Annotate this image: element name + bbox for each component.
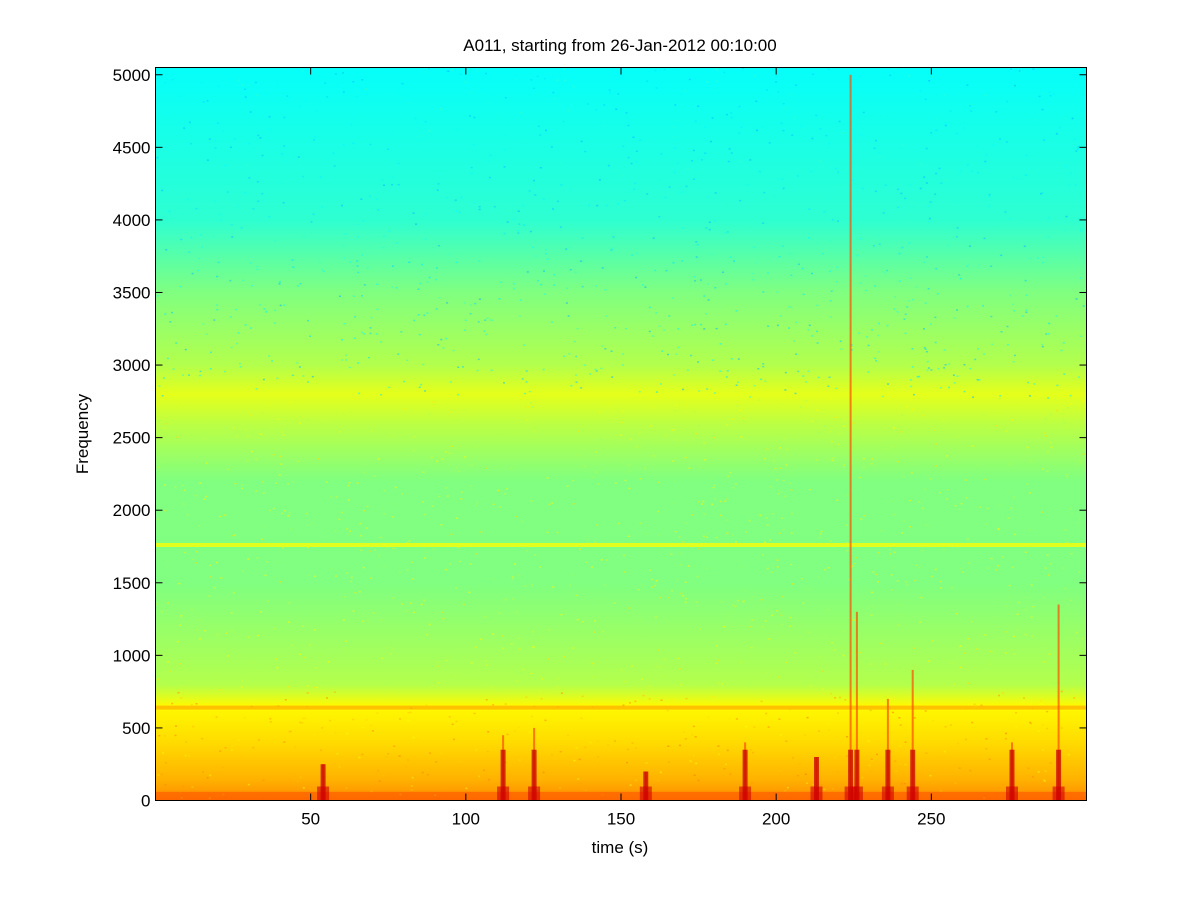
vertical-event-4 (739, 742, 752, 801)
x-tick-label: 150 (607, 810, 635, 829)
vertical-event-8 (881, 698, 894, 801)
vertical-event-7 (850, 611, 863, 801)
y-tick-label: 3000 (113, 356, 151, 375)
vertical-event-1 (497, 735, 510, 801)
vertical-event-11 (1052, 604, 1065, 801)
vertical-event-2 (528, 727, 541, 801)
y-tick-label: 5000 (113, 66, 151, 85)
x-tick-label: 50 (301, 810, 320, 829)
x-tick-label: 100 (452, 810, 480, 829)
chart-title: A011, starting from 26-Jan-2012 00:10:00 (463, 36, 776, 55)
frequency-band-0 (155, 543, 1087, 547)
y-tick-label: 1000 (113, 646, 151, 665)
heatmap-noise (155, 67, 1086, 800)
vertical-event-0 (317, 764, 330, 801)
y-tick-label: 1500 (113, 574, 151, 593)
x-axis-label: time (s) (592, 838, 649, 857)
y-tick-label: 500 (122, 719, 150, 738)
y-tick-label: 4000 (113, 211, 151, 230)
vertical-event-10 (1006, 742, 1018, 801)
y-tick-label: 2000 (113, 501, 151, 520)
frequency-band-1 (155, 705, 1087, 710)
heatmap-background (155, 67, 1087, 801)
spectrogram-heatmap (155, 67, 1087, 801)
vertical-event-3 (639, 771, 652, 801)
vertical-event-5 (810, 757, 823, 801)
y-tick-label: 0 (141, 792, 150, 811)
y-tick-label: 4500 (113, 138, 151, 157)
y-axis: 0 500 1000 1500 2000 2500 3000 3500 4000 4500 5000 (113, 66, 1087, 811)
x-tick-label: 250 (917, 810, 945, 829)
y-tick-label: 3500 (113, 283, 151, 302)
x-tick-label: 200 (762, 810, 790, 829)
vertical-event-9 (906, 669, 919, 801)
x-axis: 50 100 150 200 250 (301, 67, 946, 829)
y-tick-label: 2500 (113, 429, 151, 448)
y-axis-label: Frequency (73, 393, 92, 474)
